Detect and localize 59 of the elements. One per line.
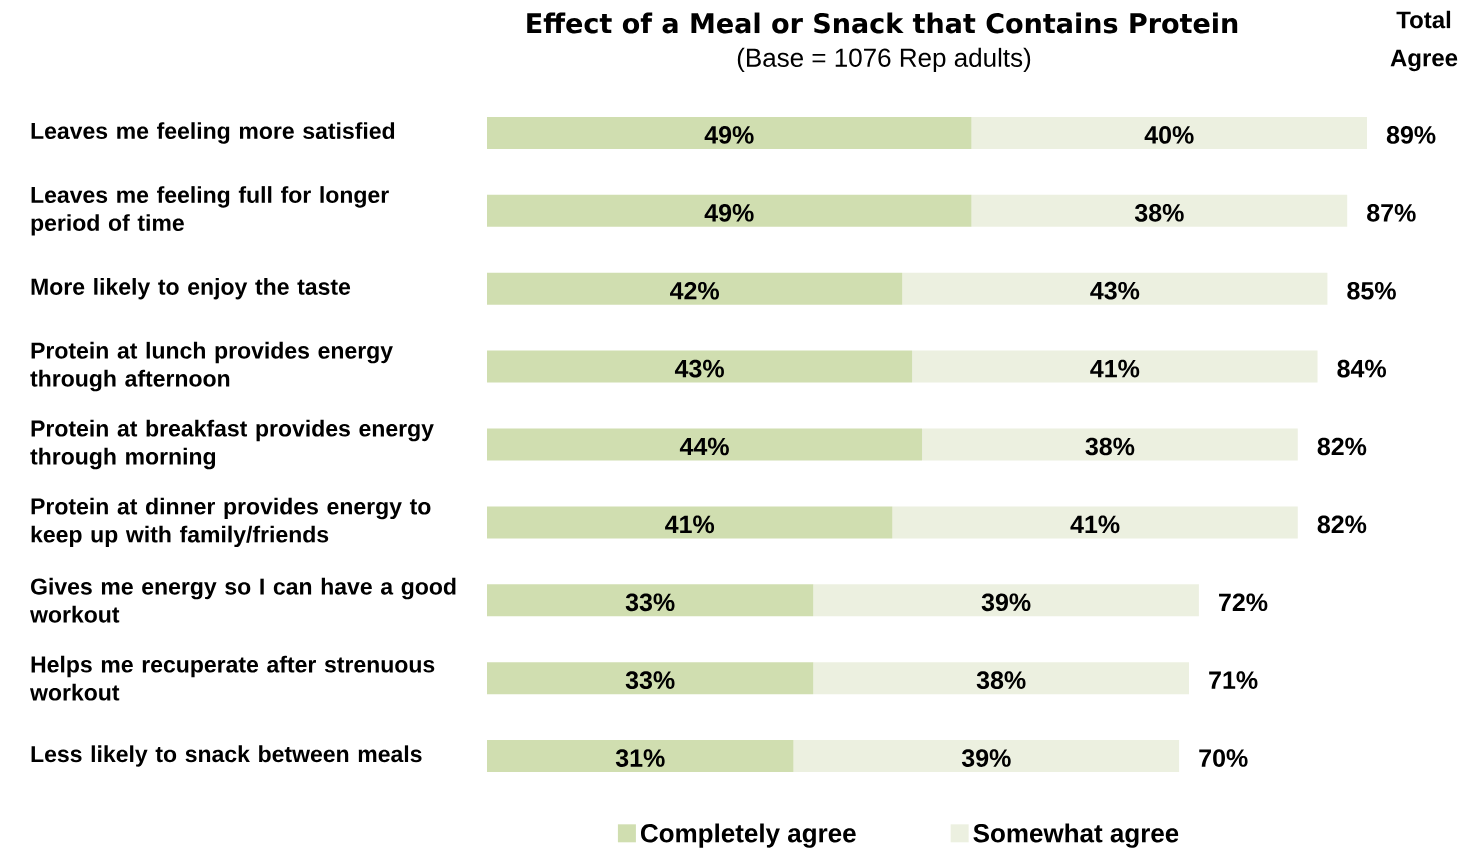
bar: [892, 506, 1298, 539]
bar: [487, 506, 893, 539]
bar: [487, 194, 972, 227]
bar: [487, 428, 923, 461]
data-label: 49%: [704, 126, 754, 144]
y-tick-label: Gives me energy so I can have a good workout: [30, 577, 456, 623]
bar: [971, 194, 1348, 227]
data-label: 39%: [961, 749, 1011, 767]
total-label: 71%: [1209, 671, 1258, 689]
bar: [813, 584, 1199, 617]
legend-label: Somewhat agree: [973, 823, 1179, 848]
data-label: 39%: [981, 593, 1031, 612]
y-tick-label: Less likely to snack between meals: [31, 745, 422, 767]
y-tick-label: Protein at breakfast provides energy through morning: [30, 419, 434, 470]
bar: [487, 662, 814, 695]
total-label: 82%: [1317, 437, 1367, 456]
data-label: 40%: [1144, 126, 1194, 144]
data-label: 42%: [670, 281, 720, 300]
text: Total Agree: [1390, 10, 1458, 72]
bar: [912, 350, 1318, 383]
bar: [902, 272, 1328, 305]
y-tick-label: Protein at dinner provides energy to keep up with family/friends: [31, 497, 431, 548]
total-label: 82%: [1317, 515, 1367, 534]
data-label: 38%: [976, 671, 1026, 690]
bar: [487, 584, 814, 617]
bar: [487, 272, 903, 305]
total-label: 72%: [1219, 593, 1268, 612]
data-label: 38%: [1085, 437, 1135, 456]
data-label: 33%: [625, 671, 675, 690]
y-tick-label: Helps me recuperate after strenuous workout: [30, 655, 435, 701]
data-label: 31%: [615, 749, 665, 767]
total-label: 85%: [1347, 281, 1396, 300]
data-label: 33%: [625, 593, 675, 612]
data-label: 41%: [1090, 359, 1140, 378]
y-tick-label: Protein at lunch provides energy through afternoon: [30, 341, 393, 392]
y-tick-label: More likely to enjoy the taste: [31, 278, 351, 300]
data-label: 41%: [1070, 515, 1120, 534]
y-tick-label: Leaves me feeling more satisfied: [31, 122, 395, 144]
legend-label: Completely agree: [640, 823, 856, 848]
chart-subtitle: (Base = 1076 Rep adults): [737, 47, 1031, 73]
data-label: 49%: [704, 204, 754, 222]
data-label: 38%: [1134, 203, 1184, 222]
bar: [922, 428, 1298, 461]
total-label: 70%: [1199, 749, 1248, 767]
total-label: 84%: [1337, 359, 1386, 378]
chart-title: Effect of a Meal or Snack that Contains Protein: [527, 12, 1238, 34]
total-label: 89%: [1386, 126, 1436, 144]
bar: [813, 662, 1190, 695]
total-label: 87%: [1367, 204, 1416, 222]
y-tick-label: Leaves me feeling full for longer period of time: [31, 186, 389, 236]
bar: [487, 740, 794, 773]
bar: [487, 116, 972, 149]
data-label: 44%: [679, 437, 729, 456]
bar: [971, 116, 1367, 149]
data-label: 41%: [665, 515, 715, 534]
bar: [793, 740, 1180, 773]
data-label: 43%: [1090, 281, 1140, 300]
data-label: 43%: [674, 359, 724, 378]
bar: [487, 350, 913, 383]
